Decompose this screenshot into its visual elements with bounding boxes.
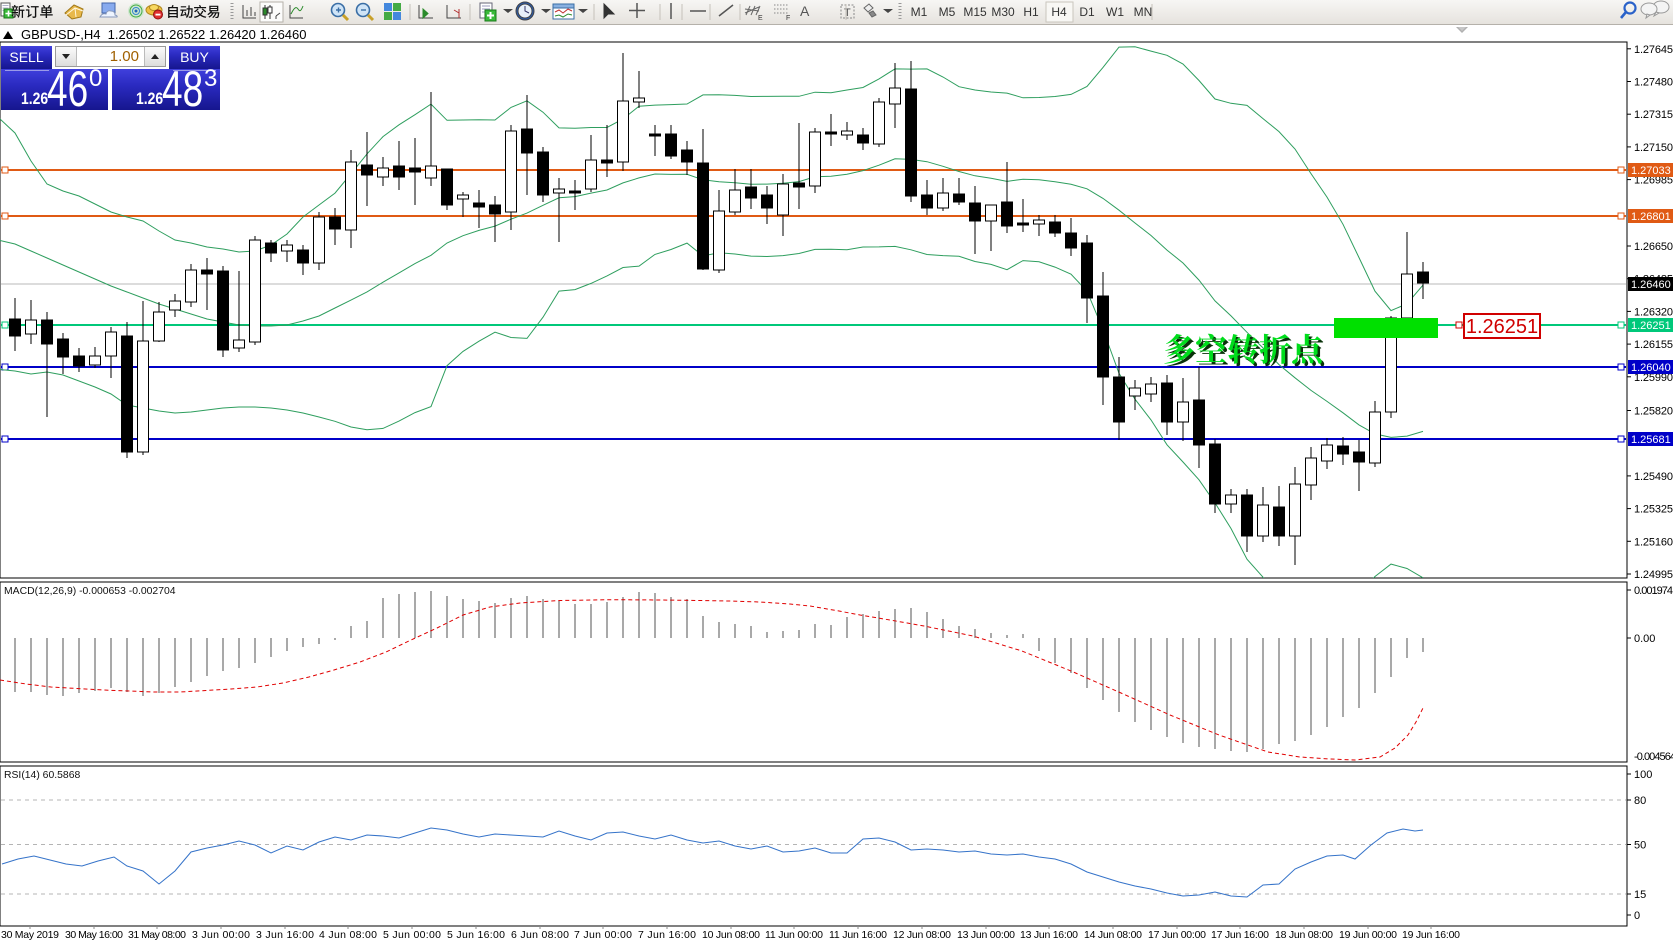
svg-text:1.26320: 1.26320 xyxy=(1634,306,1673,318)
svg-text:17 Jun 00:00: 17 Jun 00:00 xyxy=(1148,929,1206,941)
svg-text:11 Jun 00:00: 11 Jun 00:00 xyxy=(765,929,823,941)
svg-text:MN: MN xyxy=(1134,5,1153,19)
svg-text:M15: M15 xyxy=(963,5,987,19)
svg-text:12 Jun 08:00: 12 Jun 08:00 xyxy=(893,929,951,941)
svg-text:6 Jun 08:00: 6 Jun 08:00 xyxy=(511,929,569,941)
svg-text:13 Jun 00:00: 13 Jun 00:00 xyxy=(957,929,1015,941)
svg-text:80: 80 xyxy=(1634,795,1646,807)
svg-text:100: 100 xyxy=(1634,769,1652,781)
svg-text:3 Jun 00:00: 3 Jun 00:00 xyxy=(192,929,250,941)
svg-text:11 Jun 16:00: 11 Jun 16:00 xyxy=(829,929,887,941)
svg-text:50: 50 xyxy=(1634,840,1646,852)
svg-text:F: F xyxy=(786,15,790,22)
svg-text:1.25490: 1.25490 xyxy=(1634,471,1673,483)
svg-text:5 Jun 00:00: 5 Jun 00:00 xyxy=(383,929,441,941)
svg-text:19 Jun 16:00: 19 Jun 16:00 xyxy=(1402,929,1460,941)
svg-text:H1: H1 xyxy=(1023,5,1039,19)
svg-text:H4: H4 xyxy=(1051,5,1067,19)
svg-text:1.26251: 1.26251 xyxy=(1466,316,1538,338)
svg-text:1.27033: 1.27033 xyxy=(1631,165,1671,177)
svg-text:1.26650: 1.26650 xyxy=(1634,241,1673,253)
svg-text:15: 15 xyxy=(1634,889,1646,901)
svg-text:0: 0 xyxy=(1634,910,1640,922)
svg-text:1.25990: 1.25990 xyxy=(1634,372,1673,384)
svg-text:3 Jun 16:00: 3 Jun 16:00 xyxy=(256,929,314,941)
svg-text:0.001974: 0.001974 xyxy=(1634,585,1673,597)
svg-text:1.25160: 1.25160 xyxy=(1634,536,1673,548)
svg-text:1.27150: 1.27150 xyxy=(1634,142,1673,154)
svg-text:1.25325: 1.25325 xyxy=(1634,504,1673,516)
svg-text:31 May 08:00: 31 May 08:00 xyxy=(128,929,186,941)
svg-text:A: A xyxy=(800,3,810,19)
svg-text:MACD(12,26,9) -0.000653 -0.002: MACD(12,26,9) -0.000653 -0.002704 xyxy=(4,586,176,597)
svg-text:1.27315: 1.27315 xyxy=(1634,109,1673,121)
svg-text:7 Jun 00:00: 7 Jun 00:00 xyxy=(574,929,632,941)
svg-text:30 May 2019: 30 May 2019 xyxy=(1,929,59,941)
svg-text:1.26985: 1.26985 xyxy=(1634,175,1673,187)
svg-text:14 Jun 08:00: 14 Jun 08:00 xyxy=(1084,929,1142,941)
svg-text:7 Jun 16:00: 7 Jun 16:00 xyxy=(638,929,696,941)
svg-text:13 Jun 16:00: 13 Jun 16:00 xyxy=(1020,929,1078,941)
svg-text:1.25681: 1.25681 xyxy=(1631,434,1671,446)
svg-text:T: T xyxy=(844,7,851,19)
svg-text:D1: D1 xyxy=(1079,5,1095,19)
svg-text:4 Jun 08:00: 4 Jun 08:00 xyxy=(319,929,377,941)
svg-text:19 Jun 00:00: 19 Jun 00:00 xyxy=(1339,929,1397,941)
svg-text:M5: M5 xyxy=(939,5,956,19)
svg-text:1.27480: 1.27480 xyxy=(1634,77,1673,89)
svg-text:RSI(14) 60.5868: RSI(14) 60.5868 xyxy=(4,770,80,781)
svg-text:1.27645: 1.27645 xyxy=(1634,44,1673,56)
svg-text:18 Jun 08:00: 18 Jun 08:00 xyxy=(1275,929,1333,941)
svg-text:1.25820: 1.25820 xyxy=(1634,406,1673,418)
svg-text:0.00: 0.00 xyxy=(1634,633,1655,645)
svg-text:1.26251: 1.26251 xyxy=(1631,320,1671,332)
svg-text:10 Jun 08:00: 10 Jun 08:00 xyxy=(702,929,760,941)
svg-text:1.26040: 1.26040 xyxy=(1631,362,1671,374)
svg-text:W1: W1 xyxy=(1106,5,1124,19)
svg-text:5 Jun 16:00: 5 Jun 16:00 xyxy=(447,929,505,941)
svg-text:M1: M1 xyxy=(911,5,928,19)
svg-text:M30: M30 xyxy=(991,5,1015,19)
svg-text:E: E xyxy=(758,15,763,22)
svg-text:1.26460: 1.26460 xyxy=(1631,279,1671,291)
svg-text:1.24995: 1.24995 xyxy=(1634,569,1673,581)
svg-text:-0.004564: -0.004564 xyxy=(1634,751,1673,763)
svg-text:1.26801: 1.26801 xyxy=(1631,211,1671,223)
svg-text:17 Jun 16:00: 17 Jun 16:00 xyxy=(1211,929,1269,941)
svg-text:1.26155: 1.26155 xyxy=(1634,339,1673,351)
svg-text:30 May 16:00: 30 May 16:00 xyxy=(65,929,123,941)
